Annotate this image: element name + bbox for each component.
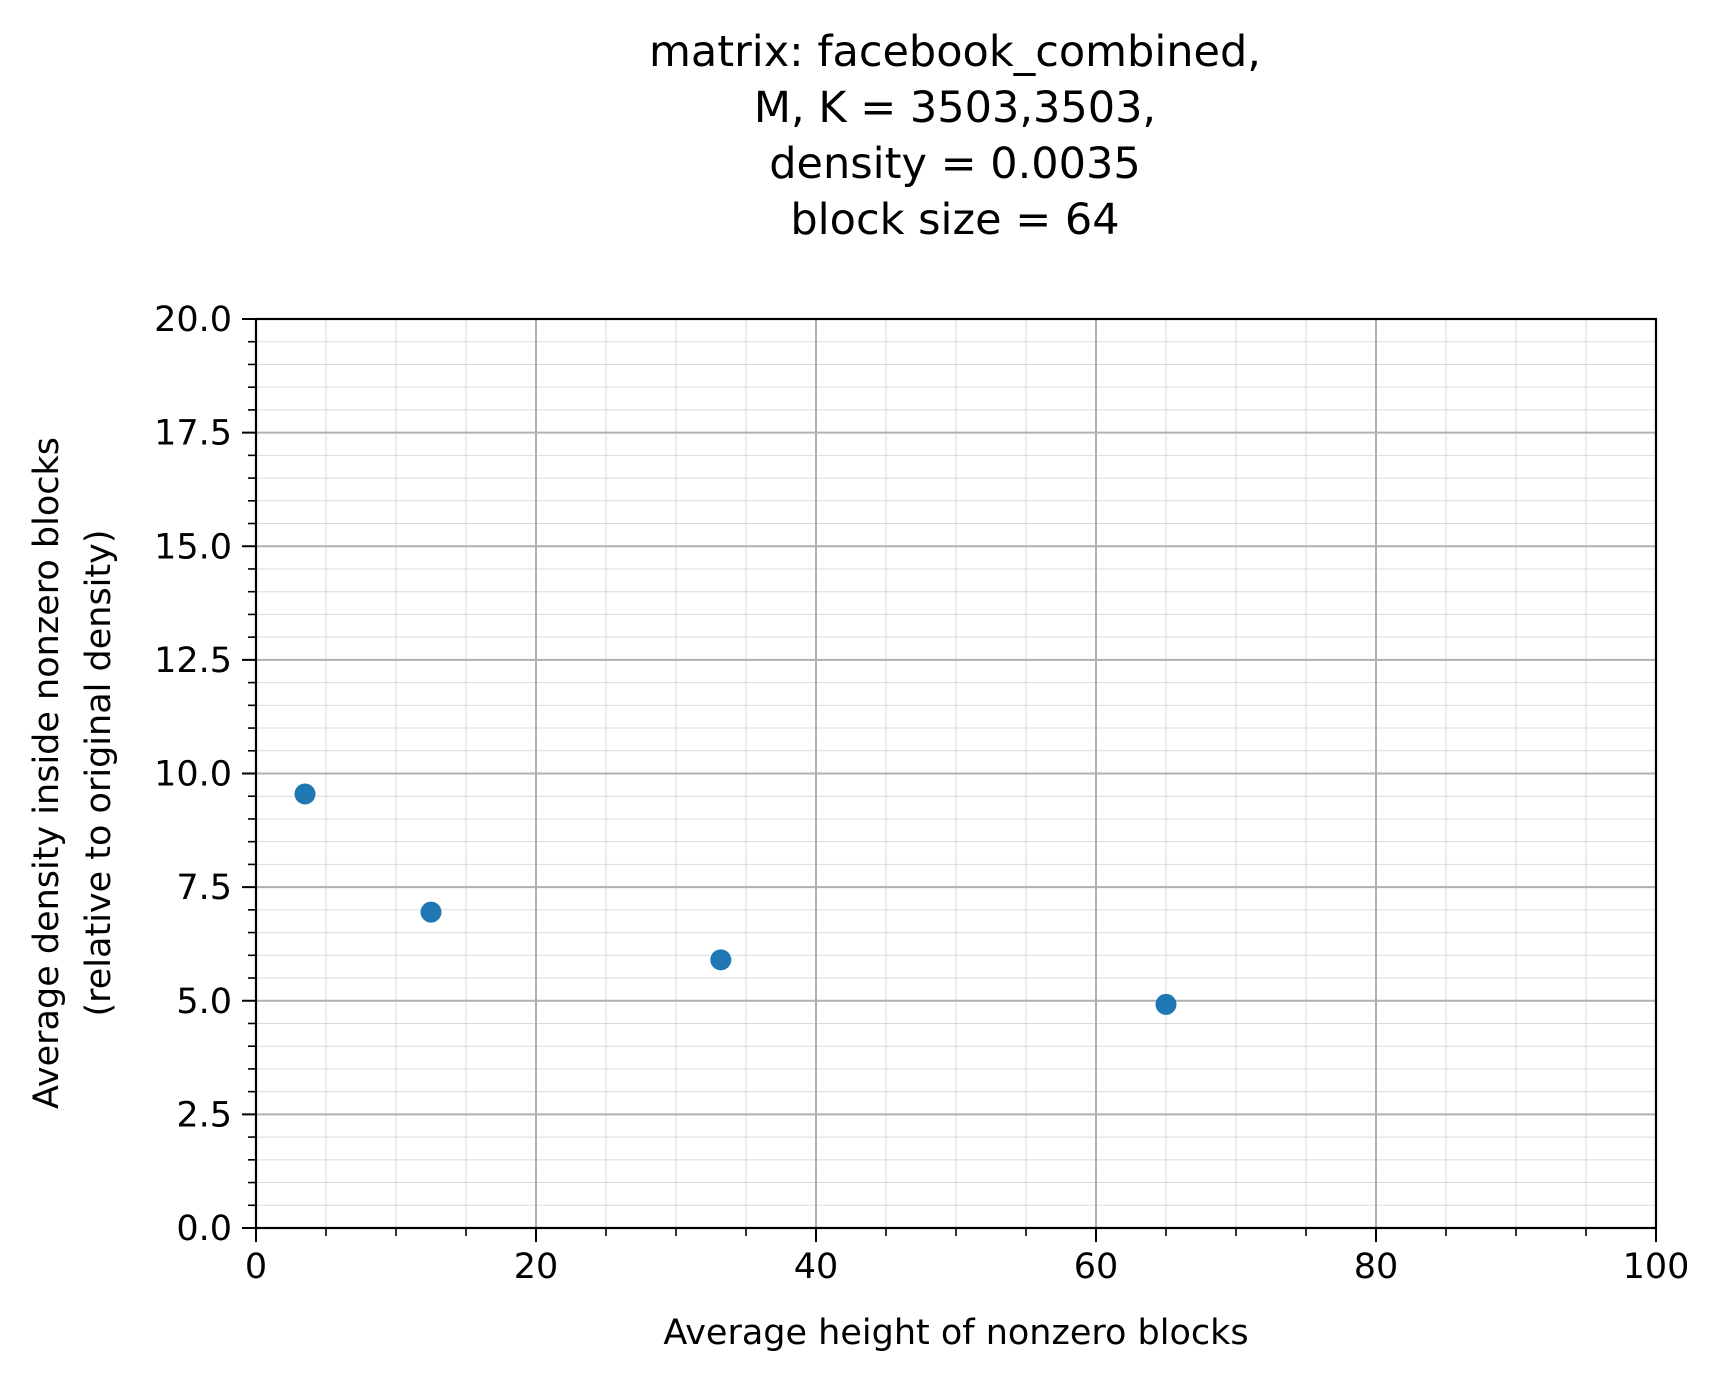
y-tick-labels: 0.0 2.5 5.0 7.5 10.0 12.5 15.0 17.5 20.0 bbox=[154, 300, 232, 1249]
y-tick-label: 5.0 bbox=[176, 982, 232, 1022]
data-point bbox=[420, 901, 442, 923]
data-point bbox=[1155, 993, 1177, 1015]
y-tick-label: 15.0 bbox=[154, 527, 232, 567]
y-axis-label-line-1: Average density inside nonzero blocks bbox=[27, 437, 67, 1109]
y-tick-label: 7.5 bbox=[176, 868, 232, 908]
y-tick-label: 12.5 bbox=[154, 641, 232, 681]
y-axis-label: Average density inside nonzero blocks (r… bbox=[27, 437, 119, 1109]
major-ticks bbox=[242, 318, 1657, 1242]
chart-title: matrix: facebook_combined, M, K = 3503,3… bbox=[649, 27, 1261, 245]
minor-ticks bbox=[248, 340, 1587, 1236]
data-point bbox=[294, 783, 316, 805]
plot-frame bbox=[254, 317, 1658, 1230]
title-line-2: M, K = 3503,3503, bbox=[754, 83, 1156, 133]
x-tick-label: 0 bbox=[245, 1247, 267, 1287]
x-tick-label: 100 bbox=[1623, 1247, 1690, 1287]
y-tick-label: 10.0 bbox=[154, 755, 232, 795]
x-axis-label: Average height of nonzero blocks bbox=[663, 1313, 1248, 1353]
title-line-4: block size = 64 bbox=[790, 195, 1119, 245]
y-tick-label: 2.5 bbox=[176, 1095, 232, 1135]
title-line-1: matrix: facebook_combined, bbox=[649, 27, 1261, 77]
x-tick-label: 20 bbox=[514, 1247, 559, 1287]
y-axis-label-line-2: (relative to original density) bbox=[79, 530, 119, 1017]
x-tick-labels: 0 20 40 60 80 100 bbox=[245, 1247, 1690, 1287]
data-point bbox=[710, 949, 732, 971]
x-tick-label: 80 bbox=[1354, 1247, 1399, 1287]
data-points bbox=[294, 783, 1177, 1015]
title-line-3: density = 0.0035 bbox=[769, 139, 1140, 189]
y-tick-label: 0.0 bbox=[176, 1209, 232, 1249]
x-tick-label: 60 bbox=[1074, 1247, 1119, 1287]
x-tick-label: 40 bbox=[794, 1247, 839, 1287]
y-tick-label: 20.0 bbox=[154, 300, 232, 340]
y-tick-label: 17.5 bbox=[154, 414, 232, 454]
